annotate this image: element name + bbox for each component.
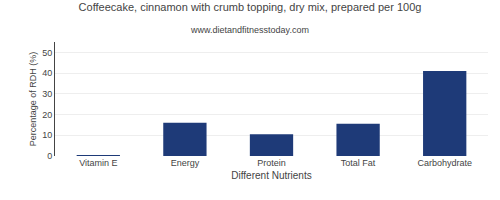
svg-text:Total Fat: Total Fat — [341, 158, 376, 168]
svg-text:Protein: Protein — [257, 158, 286, 168]
svg-text:Different Nutrients: Different Nutrients — [231, 170, 311, 181]
svg-text:0: 0 — [47, 151, 52, 161]
svg-text:50: 50 — [42, 48, 52, 58]
svg-text:30: 30 — [42, 89, 52, 99]
svg-text:Coffeecake, cinnamon with crum: Coffeecake, cinnamon with crumb topping,… — [79, 1, 422, 13]
svg-text:Vitamin E: Vitamin E — [79, 158, 117, 168]
svg-text:20: 20 — [42, 110, 52, 120]
svg-text:40: 40 — [42, 68, 52, 78]
svg-text:Percentage of RDH (%): Percentage of RDH (%) — [28, 52, 38, 147]
svg-text:www.dietandfitnesstoday.com: www.dietandfitnesstoday.com — [190, 25, 309, 35]
svg-text:Carbohydrate: Carbohydrate — [417, 158, 472, 168]
svg-text:10: 10 — [42, 130, 52, 140]
svg-text:Energy: Energy — [171, 158, 200, 168]
